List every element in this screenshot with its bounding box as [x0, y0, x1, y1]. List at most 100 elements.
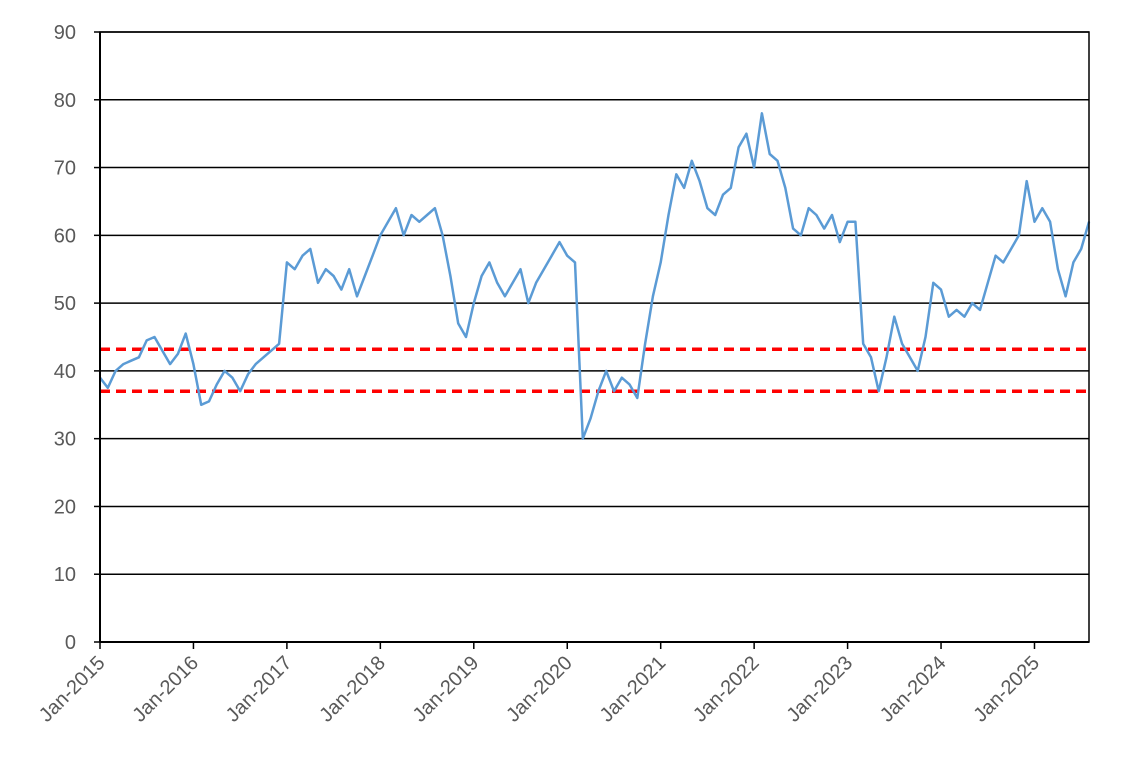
data-point [324, 268, 327, 271]
data-point [963, 315, 966, 318]
data-point [994, 254, 997, 257]
data-point [340, 288, 343, 291]
data-point [737, 146, 740, 149]
x-tick-label: Jan-2021 [596, 652, 671, 727]
x-tick-label: Jan-2024 [876, 652, 951, 727]
data-point [441, 234, 444, 237]
data-point [262, 356, 265, 359]
data-point [433, 207, 436, 210]
data-point [605, 369, 608, 372]
data-point [761, 112, 763, 115]
data-point [854, 220, 857, 223]
data-point [145, 339, 148, 342]
data-point [838, 241, 841, 244]
data-point [940, 288, 942, 291]
data-point [410, 214, 413, 216]
data-point [418, 220, 421, 223]
y-axis-ticks: 0 10 20 30 40 50 60 70 80 90 [54, 22, 100, 654]
data-point [784, 186, 787, 189]
data-point [776, 159, 779, 162]
data-point [815, 214, 818, 216]
data-point [574, 261, 576, 264]
data-point [527, 302, 530, 305]
data-point [807, 207, 810, 210]
y-tick-label: 50 [54, 293, 76, 315]
data-point [644, 342, 647, 345]
y-tick-label: 0 [65, 632, 76, 654]
data-point [1049, 220, 1051, 223]
data-point [885, 356, 888, 359]
y-tick-label: 80 [54, 90, 76, 112]
data-point [706, 207, 709, 210]
data-point [1010, 247, 1013, 250]
data-point [309, 247, 312, 250]
data-point [916, 369, 919, 372]
series-layer [99, 112, 1091, 440]
x-tick-label: Jan-2017 [222, 652, 297, 727]
data-point [971, 302, 974, 305]
data-point [472, 302, 475, 305]
data-point [223, 369, 226, 372]
data-point [122, 363, 125, 366]
data-point [176, 353, 179, 355]
data-point [636, 397, 639, 399]
data-point [192, 363, 195, 366]
data-point [542, 268, 545, 271]
data-point [893, 315, 896, 318]
data-point [426, 214, 428, 216]
y-tick-label: 40 [54, 361, 76, 383]
data-point [745, 132, 748, 135]
data-point [169, 363, 171, 366]
data-point [379, 234, 382, 237]
y-tick-label: 60 [54, 225, 76, 247]
data-point [317, 281, 319, 284]
data-point [239, 390, 242, 393]
data-point [402, 234, 405, 237]
data-point [457, 322, 460, 325]
x-tick-label: Jan-2019 [409, 652, 484, 727]
data-point [683, 186, 685, 189]
x-axis-ticks: Jan-2015 Jan-2016 Jan-2017 Jan-2018 Jan-2019… [35, 642, 1044, 727]
data-point [395, 207, 397, 210]
data-point [161, 349, 164, 352]
x-tick-label: Jan-2023 [783, 652, 858, 727]
data-point [496, 281, 499, 284]
data-point [488, 261, 491, 264]
data-point [628, 383, 631, 386]
data-point [901, 342, 904, 345]
data-point [862, 342, 865, 345]
data-point [270, 349, 273, 352]
data-point [1041, 207, 1044, 210]
data-point [138, 356, 140, 359]
data-point [1025, 180, 1028, 183]
data-point [114, 369, 117, 372]
data-point [1002, 261, 1005, 264]
data-point [620, 376, 623, 379]
data-point [278, 342, 281, 345]
data-point [908, 356, 911, 359]
x-tick-label: Jan-2020 [502, 652, 577, 727]
data-point [465, 336, 467, 338]
y-tick-label: 30 [54, 429, 76, 451]
data-point [986, 281, 989, 284]
data-point [877, 390, 880, 393]
data-point [753, 166, 756, 169]
y-tick-label: 70 [54, 158, 76, 180]
data-point [480, 275, 483, 277]
data-point [247, 373, 249, 376]
data-point [667, 214, 670, 216]
data-point [581, 437, 584, 440]
data-point [659, 261, 662, 264]
data-point [698, 180, 701, 183]
data-point [449, 275, 452, 277]
data-point [504, 295, 506, 298]
data-point [924, 336, 927, 338]
data-point [675, 173, 678, 176]
data-point [130, 359, 133, 362]
data-point [215, 383, 218, 386]
x-tick-label: Jan-2015 [35, 652, 110, 727]
data-point [363, 275, 366, 277]
axes [99, 31, 1090, 643]
data-point [613, 390, 615, 393]
